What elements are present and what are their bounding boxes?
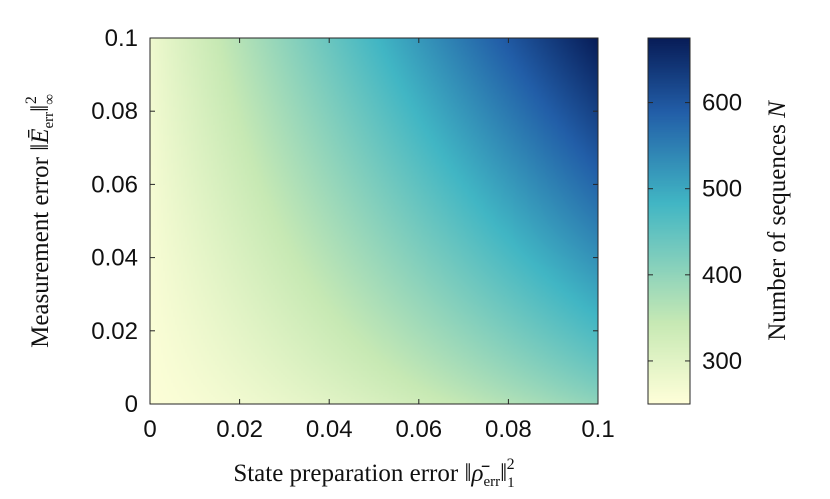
x-tick-label: 0.1 [581,416,614,443]
y-tick-label: 0 [125,391,138,418]
y-tick-label: 0.04 [91,245,138,272]
y-axis-label-symbol-sub: err [41,112,57,129]
x-tick-label: 0 [143,416,156,443]
colorbar-label: Number of sequences N [764,100,791,341]
y-tick-label: 0.06 [91,171,138,198]
heatmap-image [150,38,598,404]
colorbar-label-text: Number of sequences [764,124,791,341]
x-tick-label: 0.02 [216,416,263,443]
y-axis-label-norm-sup: 2 [23,96,40,104]
x-axis-label-symbol-sub: err [483,474,500,490]
x-axis-label-symbol-tail: ‖ [500,460,507,487]
colorbar-ticks: 300 400 500 600 [648,90,742,375]
x-axis-label: State preparation error ‖ρ̄err‖12 [233,456,514,491]
y-axis: 0 0.02 0.04 0.06 0.08 0.1 [91,25,598,418]
x-axis: 0 0.02 0.04 0.06 0.08 0.1 [143,38,615,443]
y-axis-label-symbol: ‖Ē [27,128,54,150]
x-tick-label: 0.06 [395,416,442,443]
colorbar-tick-label: 300 [702,348,742,375]
y-tick-label: 0.08 [91,98,138,125]
y-tick-label: 0.1 [105,25,138,52]
heatmap-area [149,37,599,405]
colorbar-label-symbol: N [764,100,791,119]
y-axis-label: Measurement error ‖Ēerr‖∞2 [23,94,58,348]
y-axis-label-text: Measurement error [27,156,54,348]
colorbar-gradient [648,38,690,404]
y-axis-label-symbol-tail: ‖ [27,105,54,112]
x-axis-label-text: State preparation error [233,460,459,487]
x-tick-label: 0.08 [485,416,532,443]
colorbar: 300 400 500 600 [647,37,742,405]
x-axis-label-norm-sup: 2 [507,456,515,473]
x-axis-label-norm-sub: 1 [507,475,515,491]
plot-frame [149,37,599,405]
colorbar-tick-label: 600 [702,90,742,117]
y-tick-label: 0.02 [91,318,138,345]
y-axis-label-norm-sub: ∞ [42,94,58,105]
colorbar-tick-label: 500 [702,176,742,203]
colorbar-tick-label: 400 [702,262,742,289]
x-tick-label: 0.04 [306,416,353,443]
colorbar-frame [647,37,691,405]
